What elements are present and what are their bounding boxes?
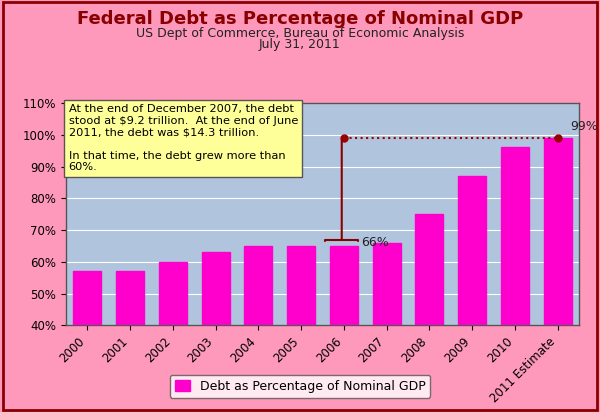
Bar [287, 246, 315, 412]
Text: 66%: 66% [361, 236, 389, 249]
Bar [244, 246, 272, 412]
Text: At the end of December 2007, the debt
stood at $9.2 trillion.  At the end of Jun: At the end of December 2007, the debt st… [68, 104, 298, 172]
Bar [73, 272, 101, 412]
Bar [544, 138, 572, 412]
Bar [330, 246, 358, 412]
Bar [202, 253, 230, 412]
Bar [159, 262, 187, 412]
Bar [116, 272, 144, 412]
Bar [373, 243, 401, 412]
Text: Federal Debt as Percentage of Nominal GDP: Federal Debt as Percentage of Nominal GD… [77, 10, 523, 28]
Bar [458, 176, 486, 412]
Legend: Debt as Percentage of Nominal GDP: Debt as Percentage of Nominal GDP [170, 375, 430, 398]
Text: US Dept of Commerce, Bureau of Economic Analysis: US Dept of Commerce, Bureau of Economic … [136, 27, 464, 40]
Bar [415, 214, 443, 412]
Text: 99%: 99% [571, 120, 598, 133]
Text: July 31, 2011: July 31, 2011 [259, 38, 341, 51]
Bar [501, 147, 529, 412]
